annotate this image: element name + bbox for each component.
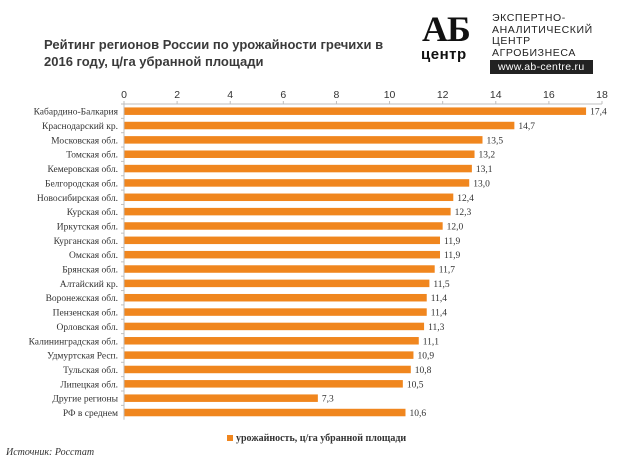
data-label: 13,2	[479, 151, 496, 161]
legend-label: урожайность, ц/га убранной площади	[236, 433, 406, 444]
data-label: 13,5	[487, 136, 504, 146]
data-label: 11,9	[444, 237, 461, 247]
bar	[124, 308, 427, 316]
x-tick-label: 18	[596, 89, 608, 101]
x-tick-label: 14	[490, 89, 502, 101]
ab-centre-logo: АБ центр ЭКСПЕРТНО- АНАЛИТИЧЕСКИЙ ЦЕНТР …	[420, 9, 615, 74]
bar	[124, 136, 483, 144]
bar	[124, 150, 475, 158]
bar	[124, 394, 318, 402]
chart-title: Рейтинг регионов России по урожайности г…	[44, 37, 384, 69]
logo-url: www.ab-centre.ru	[490, 60, 593, 74]
x-tick-label: 2	[174, 89, 180, 101]
legend-swatch	[227, 435, 233, 441]
bar	[124, 351, 414, 359]
category-label: Белгородская обл.	[45, 178, 118, 189]
logo-caption: ЭКСПЕРТНО- АНАЛИТИЧЕСКИЙ ЦЕНТР АГРОБИЗНЕ…	[492, 12, 593, 59]
category-label: Кабардино-Балкария	[34, 107, 119, 118]
category-label: Алтайский кр.	[60, 279, 118, 290]
category-label: РФ в среднем	[63, 409, 118, 419]
category-label: Кемеровская обл.	[48, 164, 118, 175]
data-label: 11,4	[431, 294, 448, 304]
data-label: 13,1	[476, 165, 493, 175]
data-label: 12,3	[455, 208, 472, 218]
category-label: Липецкая обл.	[60, 379, 118, 390]
data-label: 11,4	[431, 309, 448, 319]
x-tick-label: 12	[437, 89, 449, 101]
x-tick-label: 0	[121, 89, 127, 101]
category-label: Удмуртская Респ.	[47, 352, 118, 362]
category-label: Пензенская обл.	[53, 308, 118, 319]
category-label: Курская обл.	[67, 207, 118, 218]
bar	[124, 293, 427, 302]
data-label: 13,0	[473, 179, 490, 189]
data-label: 11,7	[439, 266, 456, 276]
category-label: Новосибирская обл.	[37, 193, 118, 204]
category-label: Томская обл.	[66, 150, 118, 161]
data-label: 12,4	[457, 194, 474, 204]
bar	[124, 236, 441, 245]
bar	[124, 121, 515, 130]
bar	[124, 322, 425, 331]
bar	[124, 222, 443, 230]
data-label: 12,0	[447, 222, 464, 232]
bar	[124, 265, 435, 273]
category-label: Московская обл.	[51, 135, 118, 146]
category-label: Другие регионы	[52, 395, 118, 405]
bar	[124, 164, 472, 173]
data-label: 11,9	[444, 251, 461, 261]
data-label: 10,5	[407, 380, 424, 390]
data-label: 10,8	[415, 366, 432, 376]
bar	[124, 250, 441, 259]
category-label: Калининградская обл.	[29, 336, 118, 347]
logo-mark: АБ центр	[420, 9, 486, 68]
data-label: 11,3	[428, 323, 445, 333]
data-label: 7,3	[322, 395, 334, 405]
bar	[124, 408, 406, 417]
bar	[124, 279, 430, 288]
logo-line: ЦЕНТР	[492, 35, 531, 47]
category-label: Омская обл.	[69, 250, 118, 261]
category-label: Иркутская обл.	[57, 221, 118, 232]
x-tick-label: 16	[543, 89, 555, 101]
data-label: 14,7	[518, 122, 535, 132]
logo-letters: АБ	[422, 9, 471, 49]
x-tick-label: 8	[334, 89, 340, 101]
data-label: 10,6	[409, 409, 426, 419]
bar	[124, 365, 411, 374]
category-label: Курганская обл.	[54, 236, 118, 247]
logo-word: центр	[421, 46, 467, 63]
bar	[124, 337, 419, 345]
logo-line: АГРОБИЗНЕСА	[492, 46, 576, 59]
bar	[124, 207, 451, 216]
category-label: Краснодарский кр.	[42, 121, 118, 132]
data-label: 17,4	[590, 108, 607, 118]
x-tick-label: 6	[280, 89, 286, 101]
logo-line: ЭКСПЕРТНО-	[492, 12, 566, 24]
category-label: Орловская обл.	[56, 322, 118, 333]
x-tick-label: 10	[384, 89, 396, 101]
data-label: 11,5	[433, 280, 450, 290]
data-label: 10,9	[417, 352, 434, 362]
category-label: Тульская обл.	[63, 365, 118, 376]
bar	[124, 193, 454, 202]
bar	[124, 179, 470, 187]
logo-line: АНАЛИТИЧЕСКИЙ	[492, 23, 593, 36]
bar	[124, 107, 587, 115]
category-label: Воронежская обл.	[46, 293, 118, 304]
source-note: Источник: Росстат	[6, 447, 95, 458]
bar	[124, 380, 403, 388]
x-tick-label: 4	[227, 89, 233, 101]
category-label: Брянская обл.	[62, 265, 118, 276]
data-label: 11,1	[423, 337, 440, 347]
